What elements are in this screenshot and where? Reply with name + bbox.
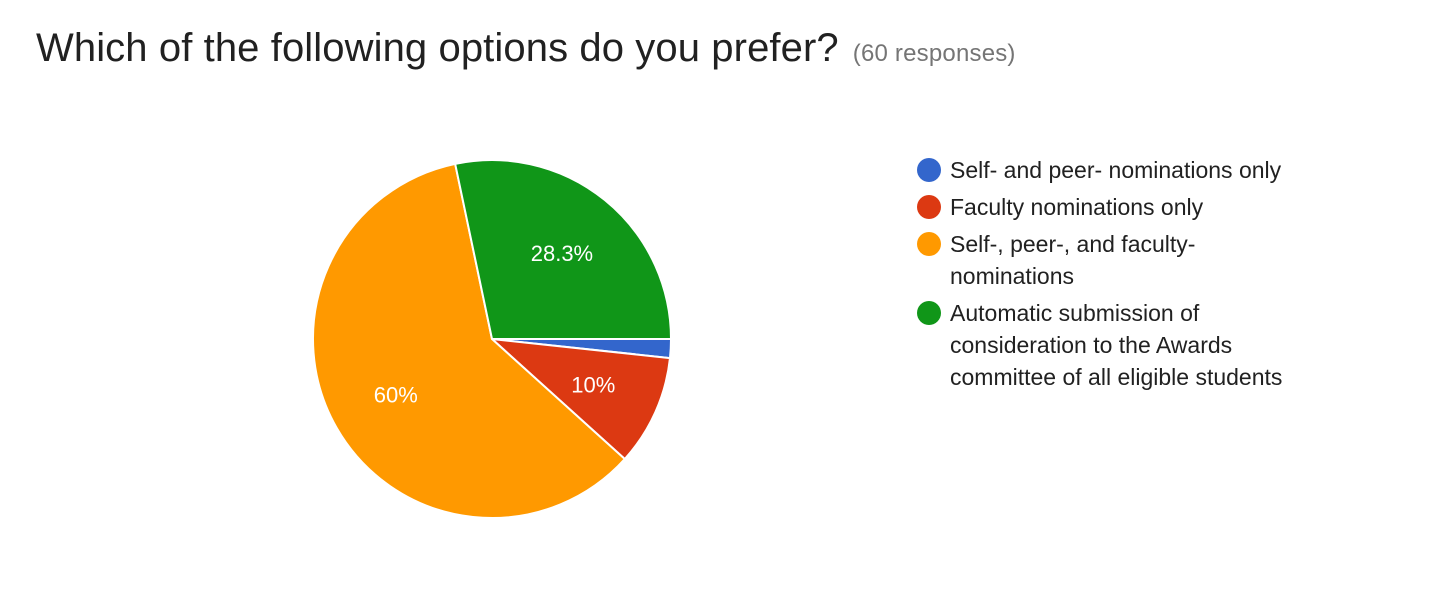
chart-header: Which of the following options do you pr… <box>36 26 1016 71</box>
legend-label: Self- and peer- nominations only <box>950 157 1282 183</box>
legend-item-self-peer[interactable]: Self- and peer- nominations only <box>917 154 1417 186</box>
pie-slice-faculty[interactable] <box>491 338 671 461</box>
legend-swatch-orange <box>917 232 941 256</box>
legend-swatch-blue <box>917 158 941 182</box>
legend-swatch-green <box>917 301 941 325</box>
data-label-automatic: 28.3% <box>531 241 593 266</box>
legend-item-automatic[interactable]: Automatic submission of consideration to… <box>917 297 1417 393</box>
pie-slice-self-peer-faculty[interactable] <box>312 162 626 519</box>
response-count: (60 responses) <box>852 40 1016 67</box>
chart-legend: Self- and peer- nominations only Faculty… <box>917 154 1417 398</box>
legend-item-self-peer-faculty[interactable]: Self-, peer-, and faculty- nominations <box>917 228 1417 292</box>
legend-label: Faculty nominations only <box>950 194 1204 220</box>
pie-slice-automatic[interactable] <box>454 159 672 340</box>
data-label-self-peer-faculty: 60% <box>374 382 418 407</box>
legend-label: Self-, peer-, and faculty- nominations <box>950 231 1196 289</box>
data-label-faculty: 10% <box>571 372 615 397</box>
legend-item-faculty[interactable]: Faculty nominations only <box>917 191 1417 223</box>
legend-label: Automatic submission of consideration to… <box>950 300 1283 390</box>
question-title: Which of the following options do you pr… <box>36 26 839 70</box>
legend-swatch-red <box>917 195 941 219</box>
